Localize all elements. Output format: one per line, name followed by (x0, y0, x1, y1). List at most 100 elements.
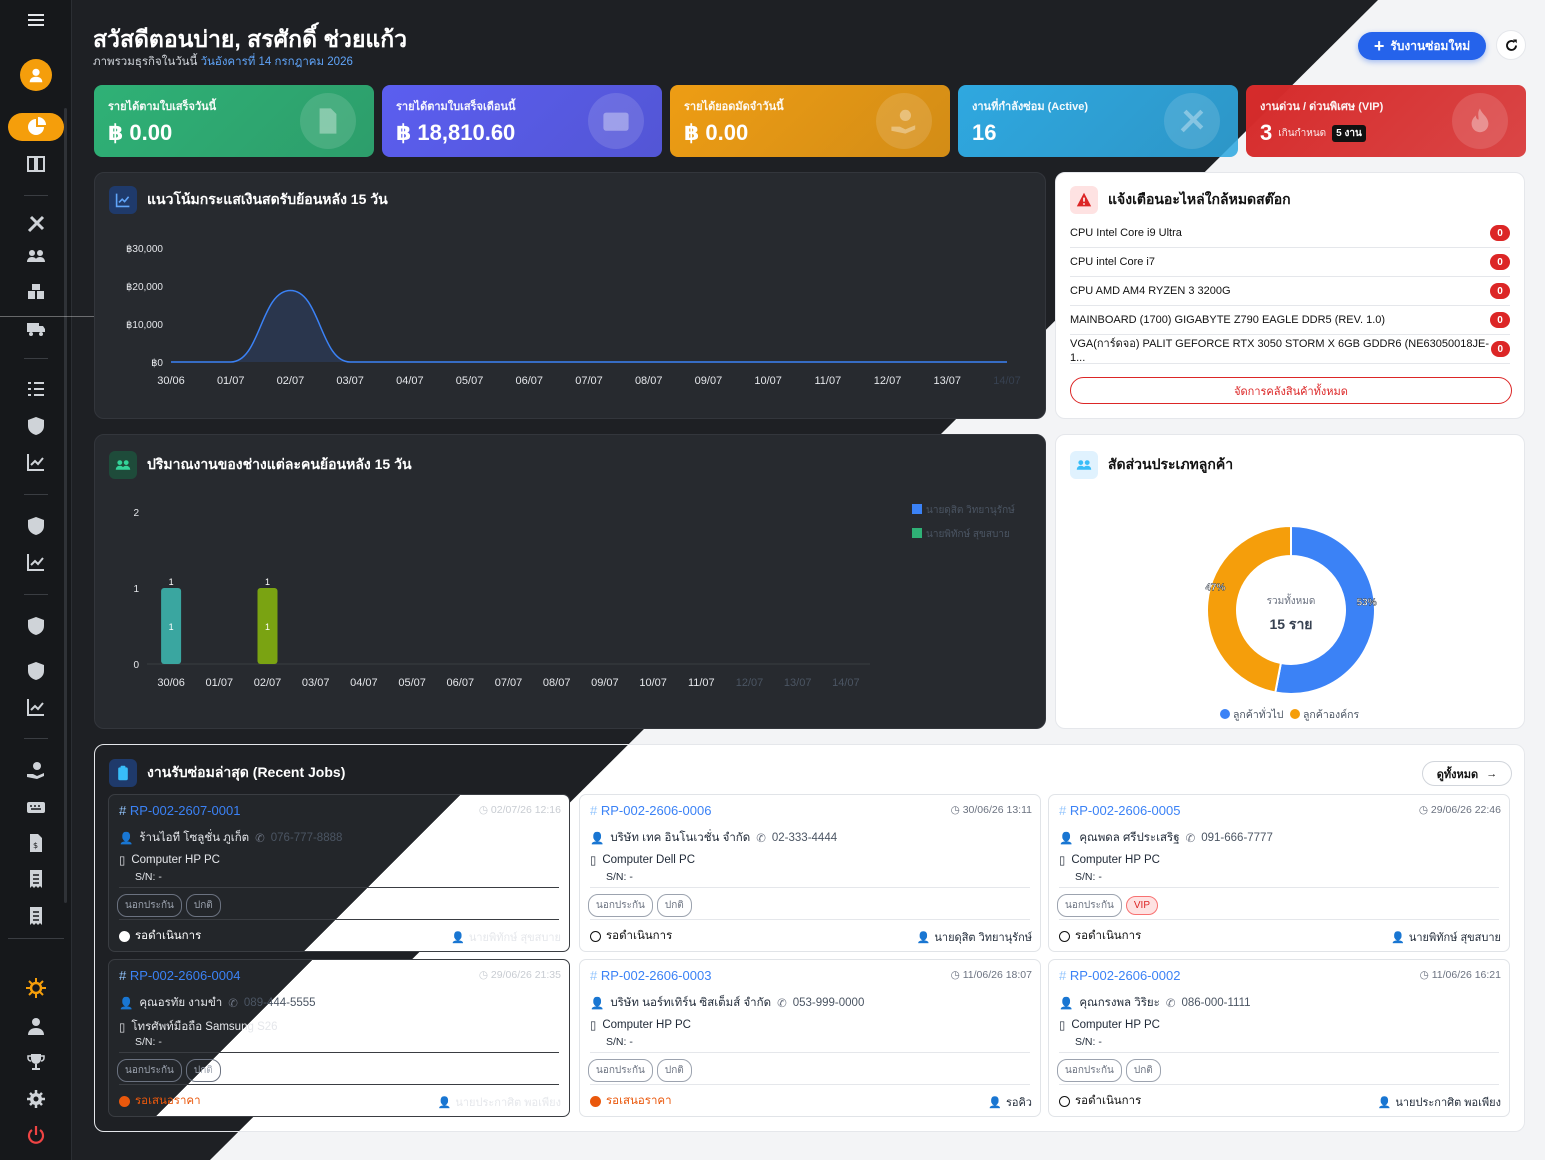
keyboard-icon[interactable] (0, 792, 72, 822)
cashflow-chart: ฿0 ฿10,000 ฿20,000 ฿30,000 30/06 01/07 02/07 03… (126, 244, 1021, 387)
stock-item-name: VGA(การ์ดจอ) PALIT GEFORCE RTX 3050 STOR… (1070, 338, 1489, 364)
user-icon: 👤 (119, 998, 134, 1010)
boxes-icon[interactable] (0, 277, 72, 307)
donut-slice[interactable] (1274, 524, 1376, 695)
stock-item[interactable]: CPU Intel Core i9 Ultra 0 (1070, 219, 1510, 248)
user-icon[interactable] (0, 1011, 72, 1041)
tech-workload-card: ปริมาณงานของช่างแต่ละคนย้อนหลัง 15 วัน 0… (94, 434, 1046, 729)
job-card[interactable]: # RP-002-2606-0004 ◷ 29/06/26 21:35 👤 คุณอร… (108, 959, 570, 1117)
stock-title: แจ้งเตือนอะไหล่ใกล้หมดสต๊อก (1070, 186, 1291, 214)
users-icon[interactable] (0, 241, 72, 271)
job-card[interactable]: # RP-002-2606-0002 ◷ 11/06/26 16:21 👤 คุณกร… (1048, 959, 1510, 1117)
device-name: โทรศัพท์มือถือ Samsung S26 (131, 1021, 278, 1033)
settings-icon[interactable] (0, 1084, 72, 1114)
receipt-icon[interactable] (0, 901, 72, 931)
kpi-card-daily-revenue[interactable]: รายได้ตามใบเสร็จวันนี้ ฿ 0.00 (94, 85, 374, 157)
book-icon[interactable] (0, 149, 72, 179)
job-card[interactable]: # RP-002-2606-0006 ◷ 30/06/26 13:11 👤 บริษั… (579, 794, 1041, 952)
kpi-card-urgent-jobs[interactable]: งานด่วน / ด่วนพิเศษ (VIP) 3 เกินกำหนด 5 งา… (1246, 85, 1526, 157)
view-all-button[interactable]: ดูทั้งหมด → (1422, 761, 1512, 786)
receipt-icon[interactable] (0, 864, 72, 894)
job-tags: นอกประกัน ปกติ (588, 1059, 696, 1082)
job-tags: นอกประกัน ปกติ (588, 894, 696, 917)
stock-item[interactable]: CPU AMD AM4 RYZEN 3 3200G 0 (1070, 277, 1510, 306)
job-id-link[interactable]: # RP-002-2607-0001 (119, 803, 241, 818)
job-technician-name: นายประกาศิต พอเพียง (1395, 1097, 1501, 1109)
job-card[interactable]: # RP-002-2606-0003 ◷ 11/06/26 18:07 👤 บริษั… (579, 959, 1041, 1117)
x-tick-label: 12/07 (736, 677, 764, 689)
jobs-title: งานรับซ่อมล่าสุด (Recent Jobs) (109, 759, 345, 787)
chart-icon[interactable] (0, 547, 72, 577)
job-status: รอดำเนินการ (119, 927, 201, 945)
slice-percent-label: 47% (1205, 582, 1225, 593)
bar-inner-label: 1 (169, 622, 174, 632)
user-avatar-icon[interactable] (20, 59, 52, 91)
job-technician: 👤 นายประกาศิต พอเพียง (438, 1093, 561, 1111)
shield-icon[interactable] (0, 656, 72, 686)
dashboard-icon[interactable] (8, 113, 64, 141)
shield-icon[interactable] (0, 511, 72, 541)
trophy-icon[interactable] (0, 1047, 72, 1077)
stock-item[interactable]: CPU intel Core i7 0 (1070, 248, 1510, 277)
kpi-card-deposit[interactable]: รายได้ยอดมัดจำวันนี้ ฿ 0.00 (670, 85, 950, 157)
customer-name: คุณพดล ศรีประเสริฐ (1079, 832, 1180, 844)
job-card[interactable]: # RP-002-2606-0005 ◷ 29/06/26 22:46 👤 คุณพด… (1048, 794, 1510, 952)
kpi-card-monthly-revenue[interactable]: รายได้ตามใบเสร็จเดือนนี้ ฿ 18,810.60 (382, 85, 662, 157)
status-dot-icon (119, 1095, 130, 1107)
job-id-link[interactable]: # RP-002-2606-0002 (1059, 968, 1181, 983)
x-tick-label: 13/07 (934, 375, 962, 387)
job-technician-name: รอคิว (1005, 1097, 1032, 1109)
mobile-icon: ▯ (590, 855, 597, 867)
sidebar-scrollbar[interactable] (64, 108, 67, 903)
shield-icon[interactable] (0, 411, 72, 441)
stock-item-name: CPU intel Core i7 (1070, 256, 1155, 268)
power-icon[interactable] (0, 1120, 72, 1150)
job-technician: 👤 รอคิว (988, 1093, 1032, 1111)
user-icon: 👤 (590, 833, 605, 845)
stock-qty-badge: 0 (1490, 312, 1510, 328)
kpi-card-active-jobs[interactable]: งานที่กำลังซ่อม (Active) 16 (958, 85, 1238, 157)
job-id-link[interactable]: # RP-002-2606-0005 (1059, 803, 1181, 818)
job-technician-name: นายประกาศิต พอเพียง (455, 1097, 561, 1109)
chart-icon[interactable] (0, 447, 72, 477)
stock-item[interactable]: MAINBOARD (1700) GIGABYTE Z790 EAGLE DDR… (1070, 306, 1510, 335)
tag-badge: นอกประกัน (1057, 894, 1122, 917)
legend-label: ลูกค้าทั่วไป (1233, 707, 1284, 721)
refresh-button[interactable] (1496, 30, 1526, 60)
shield-icon[interactable] (0, 611, 72, 641)
tools-icon[interactable] (0, 209, 72, 239)
phone-icon: ✆ (1185, 833, 1196, 845)
job-status-text: รอดำเนินการ (606, 930, 673, 942)
menu-icon[interactable] (0, 5, 72, 35)
clock-icon: ◷ (1419, 969, 1429, 981)
phone-icon: ✆ (255, 833, 265, 845)
customer-name: บริษัท เทค อินโนเวชั่น จำกัด (610, 832, 751, 844)
job-status: รอดำเนินการ (1059, 927, 1141, 945)
workload-bar (257, 588, 278, 664)
view-all-label: ดูทั้งหมด (1436, 768, 1479, 781)
stock-item[interactable]: VGA(การ์ดจอ) PALIT GEFORCE RTX 3050 STOR… (1070, 335, 1510, 364)
gear-sun-icon[interactable] (0, 973, 72, 1003)
chart-icon[interactable] (0, 692, 72, 722)
manage-stock-button[interactable]: จัดการคลังสินค้าทั้งหมด (1070, 377, 1512, 404)
donut-center-label: รวมทั้งหมด (1267, 593, 1316, 607)
job-card[interactable]: # RP-002-2607-0001 ◷ 02/07/26 12:16 👤 ร้านไ… (108, 794, 570, 952)
invoice-icon[interactable]: $ (0, 828, 72, 858)
job-technician-name: นายพิทักษ์ สุขสบาย (468, 932, 561, 944)
hand-money-icon[interactable] (0, 755, 72, 785)
job-id-link[interactable]: # RP-002-2606-0004 (119, 968, 241, 983)
new-job-button[interactable]: + รับงานซ่อมใหม่ (1358, 32, 1486, 60)
legend-label: ลูกค้าองค์กร (1303, 708, 1360, 721)
user-gear-icon: 👤 (1391, 931, 1405, 944)
kpi-value: ฿ 18,810.60 (396, 120, 516, 145)
checklist-icon[interactable] (0, 374, 72, 404)
job-id-link[interactable]: # RP-002-2606-0003 (590, 968, 712, 983)
job-date: ◷ 29/06/26 21:35 (479, 969, 561, 981)
cashflow-line (171, 289, 1007, 363)
donut-slice[interactable] (1206, 524, 1292, 694)
stock-item-name: CPU Intel Core i9 Ultra (1070, 227, 1182, 239)
truck-icon[interactable] (0, 313, 72, 343)
refresh-icon (1505, 39, 1517, 51)
job-id-link[interactable]: # RP-002-2606-0006 (590, 803, 712, 818)
job-tags: นอกประกัน VIP (1057, 894, 1162, 917)
